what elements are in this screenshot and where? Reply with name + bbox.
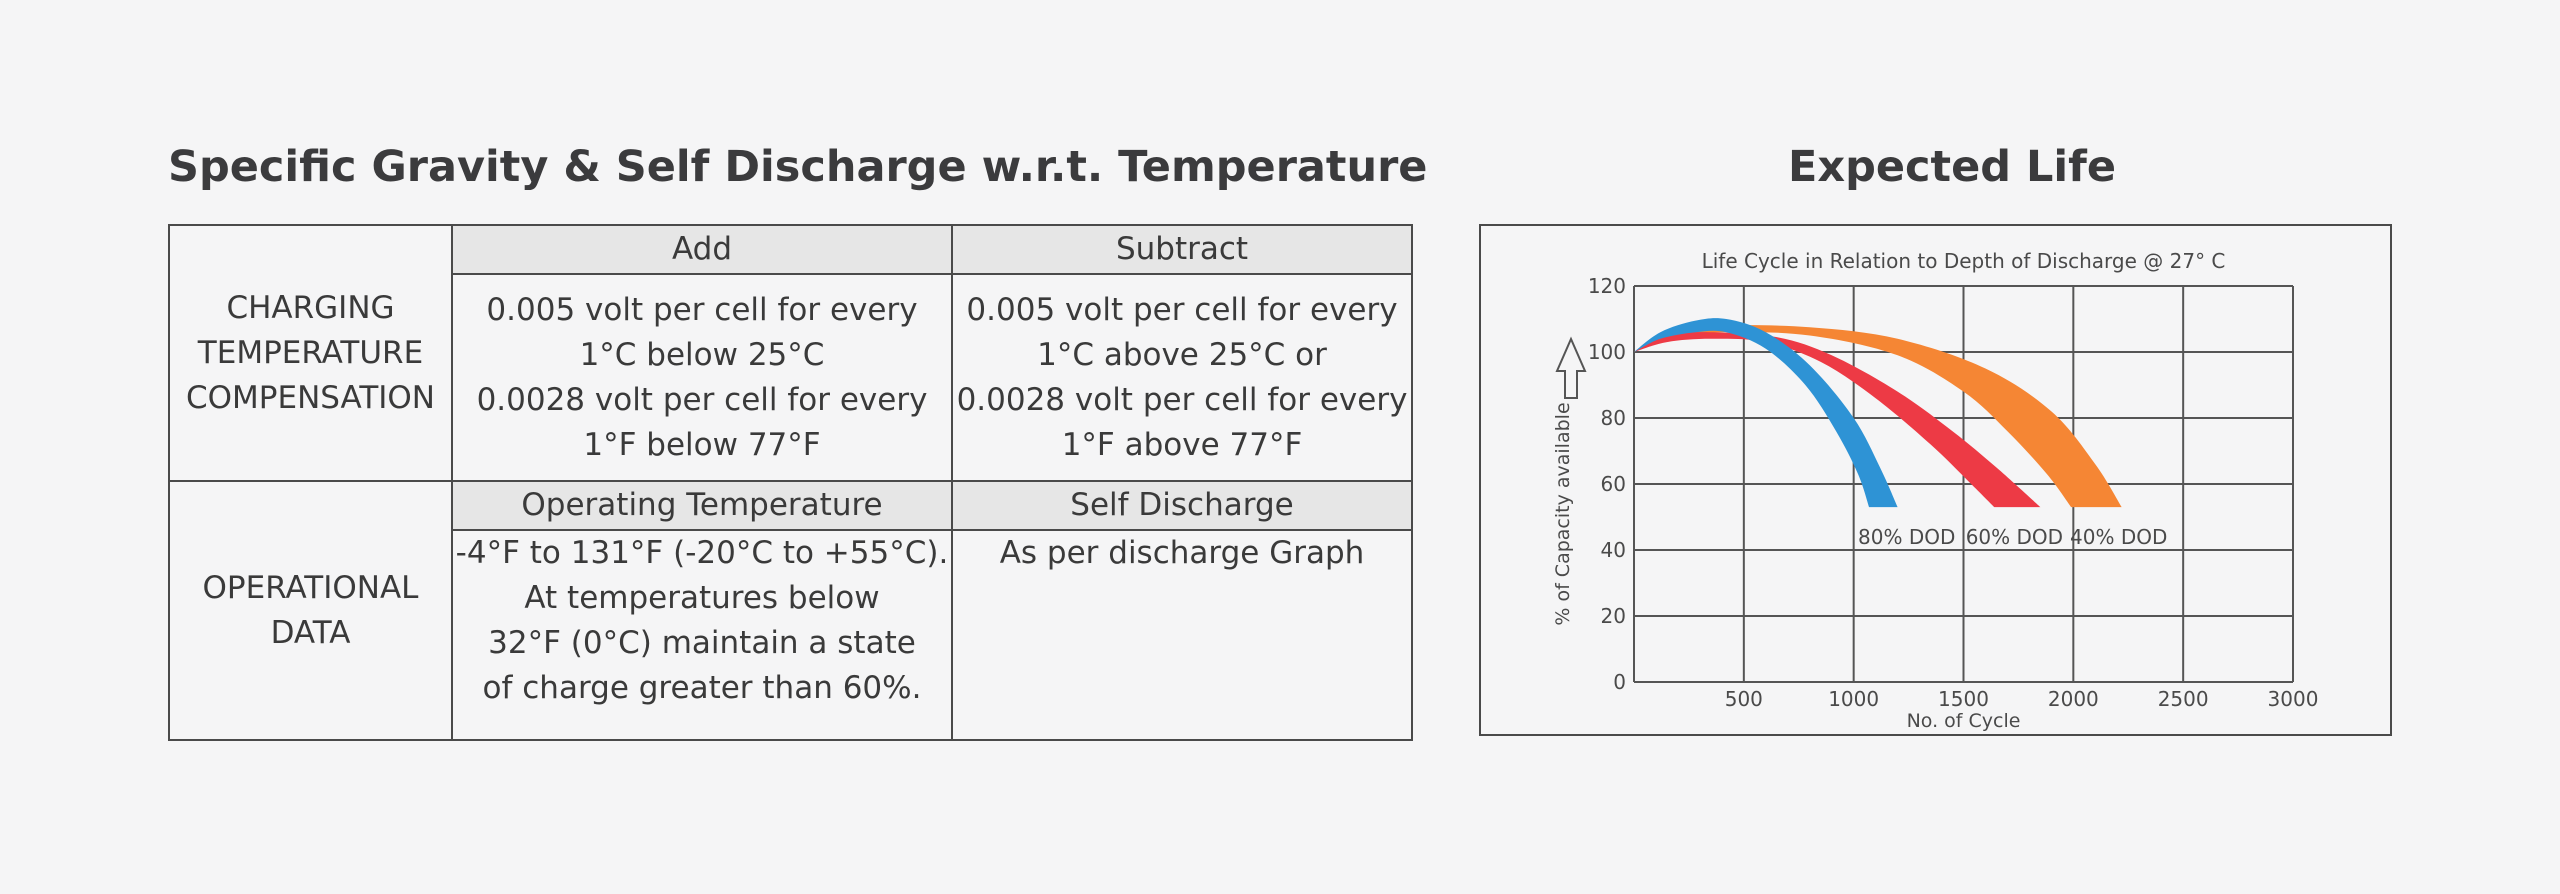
dod-label: 60% DOD (1966, 525, 2063, 549)
y-tick-label: 40 (1601, 538, 1626, 562)
x-tick-label: 2000 (2048, 687, 2099, 711)
charging-label-line: TEMPERATURE (197, 334, 424, 371)
band-80-dod (1634, 318, 1898, 508)
x-axis-label: No. of Cycle (1907, 710, 2021, 732)
add-line: 0.0028 volt per cell for every (476, 381, 928, 418)
operating-temperature-header: Operating Temperature (451, 480, 953, 531)
chart-section-title: Expected Life (1788, 142, 2117, 192)
y-tick-label: 0 (1613, 670, 1626, 694)
x-tick-label: 1500 (1938, 687, 1989, 711)
up-arrow-icon (1555, 336, 1587, 399)
x-tick-label: 2500 (2158, 687, 2209, 711)
charging-label-line: COMPENSATION (186, 379, 435, 416)
operating-line: At temperatures below (524, 580, 880, 616)
add-line: 0.005 volt per cell for every (486, 291, 918, 328)
y-axis-label: % of Capacity available (1552, 402, 1574, 625)
x-tick-label: 1000 (1828, 687, 1879, 711)
operational-label-line: DATA (270, 614, 351, 651)
subtract-line: 0.0028 volt per cell for every (956, 381, 1408, 418)
add-header: Add (451, 224, 953, 275)
y-tick-label: 80 (1601, 406, 1626, 430)
subtract-line: 0.005 volt per cell for every (966, 291, 1398, 328)
charging-label-line: CHARGING (226, 289, 395, 326)
dod-label: 40% DOD (2070, 525, 2167, 549)
operating-line: of charge greater than 60%. (482, 670, 922, 706)
operating-line: -4°F to 131°F (-20°C to +55°C). (455, 535, 949, 571)
subtract-header: Subtract (951, 224, 1413, 275)
dod-label: 80% DOD (1858, 525, 1955, 549)
chart-title: Life Cycle in Relation to Depth of Disch… (1702, 249, 2226, 273)
operational-label-line: OPERATIONAL (202, 569, 419, 606)
self-discharge-text: As per discharge Graph (999, 535, 1365, 571)
subtract-line: 1°F above 77°F (1061, 426, 1303, 463)
life-cycle-chart: Life Cycle in Relation to Depth of Disch… (1552, 249, 2319, 732)
operating-line: 32°F (0°C) maintain a state (488, 625, 916, 661)
band-40-dod (1634, 325, 2122, 508)
x-tick-label: 3000 (2268, 687, 2319, 711)
band-60-dod (1634, 332, 2041, 508)
x-tick-label: 500 (1725, 687, 1763, 711)
table-title: Specific Gravity & Self Discharge w.r.t.… (168, 142, 1428, 192)
chart-frame: Life Cycle in Relation to Depth of Disch… (1479, 224, 2392, 736)
subtract-cell: 0.005 volt per cell for every 1°C above … (951, 273, 1413, 482)
self-discharge-header: Self Discharge (951, 480, 1413, 531)
operating-cell: -4°F to 131°F (-20°C to +55°C). At tempe… (451, 529, 953, 741)
y-tick-label: 60 (1601, 472, 1626, 496)
add-line: 1°C below 25°C (579, 336, 825, 373)
self-discharge-cell: As per discharge Graph (951, 529, 1413, 741)
y-tick-label: 120 (1588, 274, 1626, 298)
y-tick-label: 100 (1588, 340, 1626, 364)
operational-label-cell: OPERATIONAL DATA (168, 480, 453, 741)
charging-label-cell: CHARGING TEMPERATURE COMPENSATION (168, 224, 453, 482)
y-tick-label: 20 (1601, 604, 1626, 628)
add-line: 1°F below 77°F (583, 426, 821, 463)
add-cell: 0.005 volt per cell for every 1°C below … (451, 273, 953, 482)
subtract-line: 1°C above 25°C or (1037, 336, 1327, 373)
spec-table: CHARGING TEMPERATURE COMPENSATION Add Su… (168, 224, 1413, 741)
